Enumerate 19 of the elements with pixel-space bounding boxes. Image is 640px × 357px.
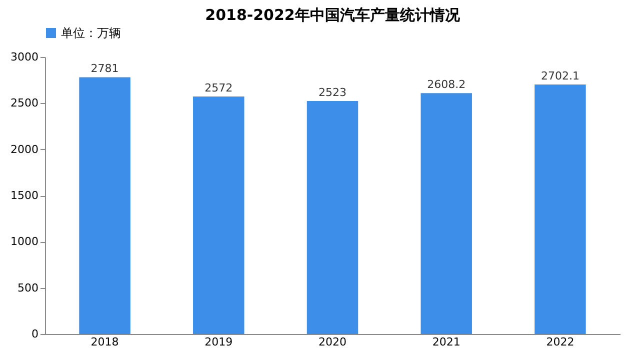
x-tick-label: 2022 [546, 336, 574, 348]
y-tick-label: 1000 [10, 235, 38, 248]
legend-label: 单位：万辆 [61, 26, 121, 40]
y-tick-label: 0 [32, 328, 38, 340]
y-tick-label: 2000 [10, 142, 38, 156]
data-label: 2572 [204, 82, 233, 95]
y-tick-label: 3000 [10, 50, 38, 64]
x-tick-label: 2020 [318, 336, 346, 348]
data-label: 2702.1 [540, 70, 580, 83]
data-label: 2781 [90, 62, 119, 76]
chart-title: 2018-2022年中国汽车产量统计情况 [205, 6, 461, 24]
data-label: 2523 [318, 86, 346, 100]
data-label: 2608.2 [427, 78, 466, 92]
y-tick-label: 500 [18, 281, 38, 294]
y-tick-label: 1500 [10, 189, 38, 202]
y-tick-label: 2500 [10, 96, 38, 110]
x-tick-label: 2018 [90, 336, 119, 348]
x-tick-label: 2021 [432, 336, 460, 348]
x-tick-label: 2019 [204, 336, 233, 348]
